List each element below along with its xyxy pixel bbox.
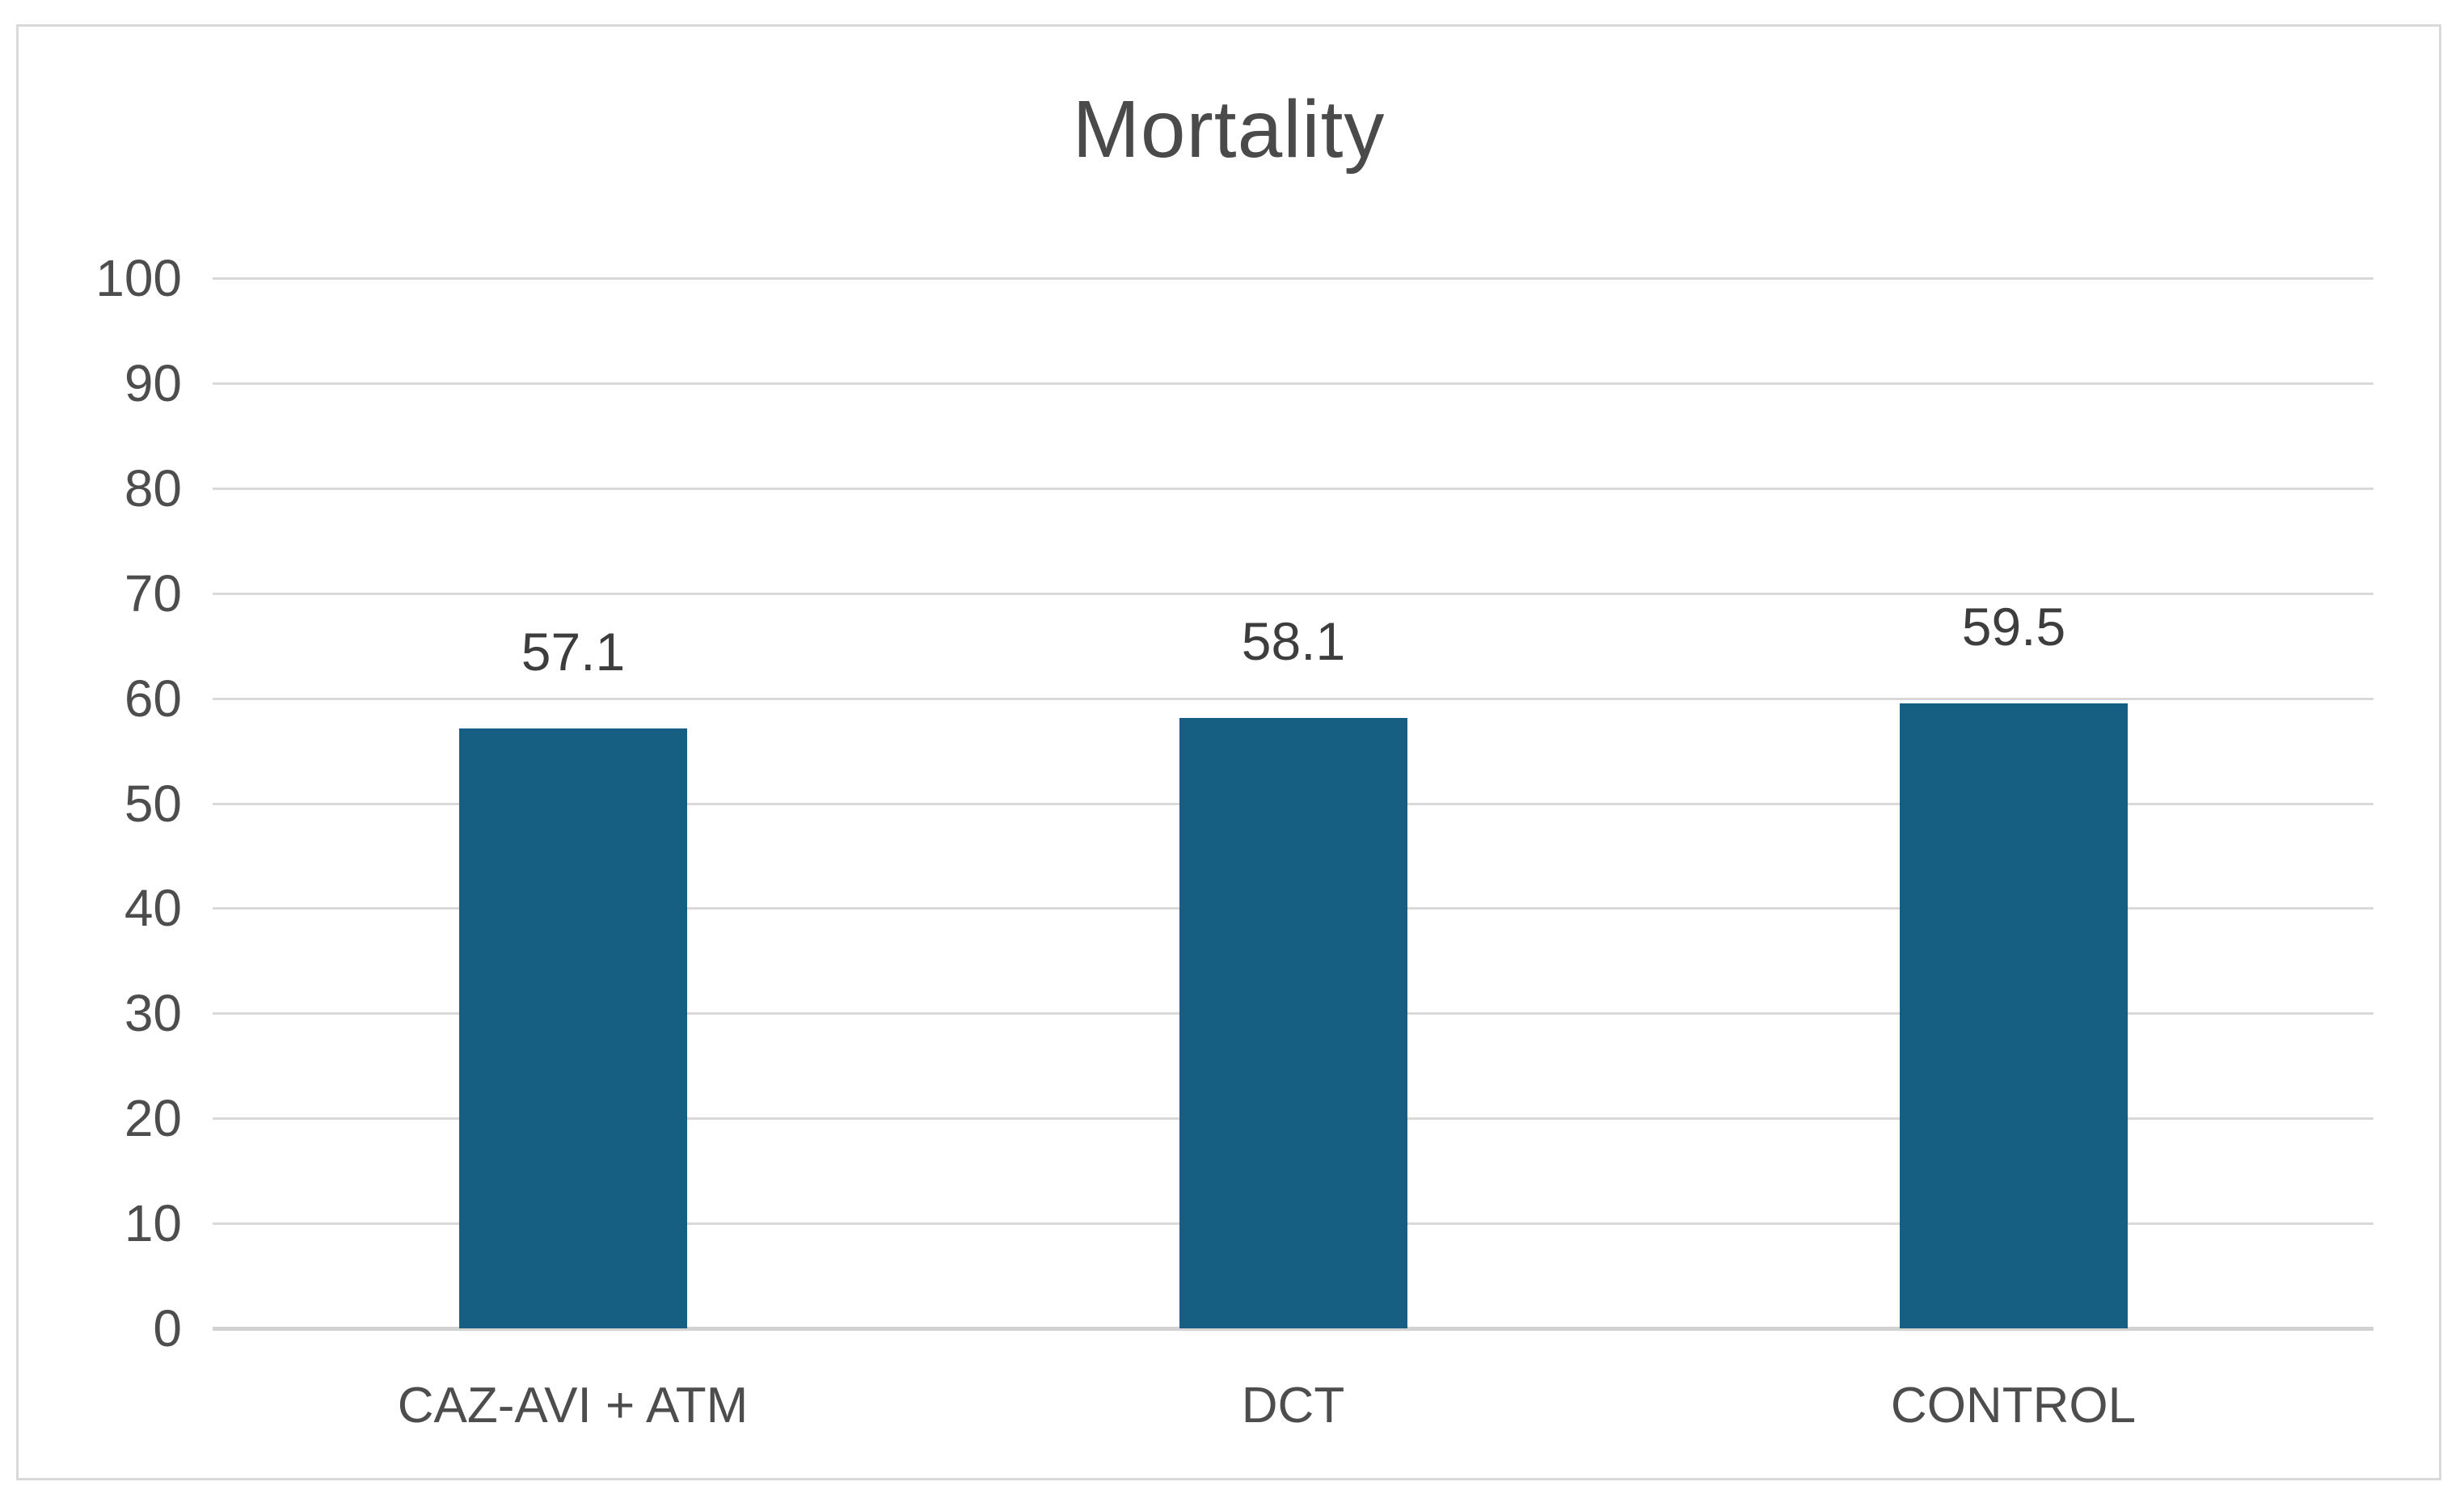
category-label: CONTROL bbox=[1890, 1378, 2137, 1433]
category-label: DCT bbox=[1241, 1378, 1345, 1433]
y-tick-label: 0 bbox=[153, 1299, 182, 1357]
y-tick-label: 60 bbox=[124, 669, 182, 728]
y-tick-label: 20 bbox=[124, 1089, 182, 1147]
bar-value-label: 59.5 bbox=[1961, 597, 2066, 657]
bar-value-label: 57.1 bbox=[521, 622, 626, 682]
y-gridline bbox=[213, 382, 2373, 385]
y-gridline bbox=[213, 593, 2373, 595]
bar bbox=[1900, 703, 2128, 1328]
chart-title: Mortality bbox=[1072, 84, 1386, 175]
bar bbox=[1179, 718, 1407, 1328]
x-axis-line bbox=[213, 1327, 2373, 1331]
y-tick-label: 70 bbox=[124, 564, 182, 623]
y-tick-label: 10 bbox=[124, 1194, 182, 1252]
bar-value-label: 58.1 bbox=[1241, 611, 1346, 671]
y-tick-label: 50 bbox=[124, 775, 182, 833]
bar bbox=[459, 728, 687, 1328]
y-gridline bbox=[213, 277, 2373, 280]
chart-panel: Mortality 0 10 20 30 40 50 60 70 80 90 100 57.1 CAZ-… bbox=[16, 24, 2441, 1480]
y-tick-label: 100 bbox=[95, 249, 182, 307]
y-gridline bbox=[213, 698, 2373, 700]
y-gridline bbox=[213, 488, 2373, 490]
y-tick-label: 30 bbox=[124, 984, 182, 1042]
category-label: CAZ-AVI + ATM bbox=[397, 1378, 749, 1433]
plot-area: 0 10 20 30 40 50 60 70 80 90 100 57.1 CAZ-AVI + ATM 5… bbox=[95, 249, 2373, 1433]
y-tick-label: 40 bbox=[124, 879, 182, 937]
y-tick-label: 80 bbox=[124, 459, 182, 517]
y-tick-label: 90 bbox=[124, 354, 182, 412]
